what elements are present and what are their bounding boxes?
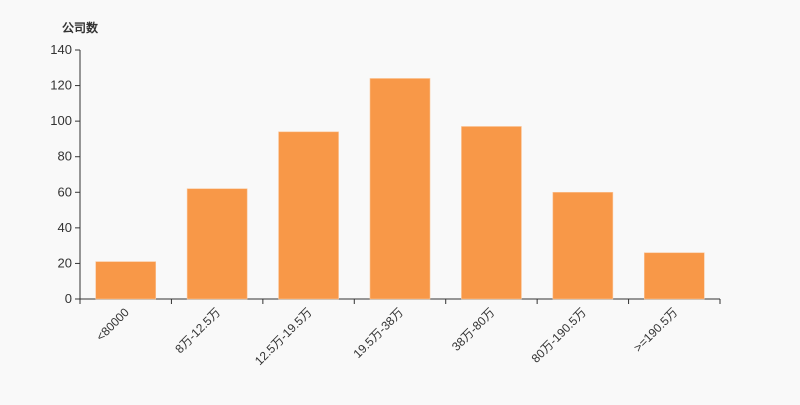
x-tick-label: 12.5万-19.5万 <box>252 305 315 368</box>
bar <box>186 188 248 300</box>
y-tick-label: 20 <box>58 255 72 270</box>
bar <box>95 261 157 300</box>
bar <box>552 191 614 300</box>
bar <box>278 131 339 300</box>
x-tick-label: <80000 <box>93 305 132 344</box>
y-tick-label: 100 <box>50 113 72 128</box>
y-tick-label: 60 <box>58 184 72 199</box>
x-tick-label: 80万-190.5万 <box>529 305 589 365</box>
bar <box>643 252 705 300</box>
bar <box>461 126 522 300</box>
x-tick-label: 38万-80万 <box>449 305 498 354</box>
y-tick-label: 140 <box>50 42 72 57</box>
y-tick-label: 0 <box>65 291 72 306</box>
y-tick-label: 40 <box>58 220 72 235</box>
x-tick-label: >=190.5万 <box>631 305 681 355</box>
x-tick-label: 19.5万-38万 <box>350 305 406 361</box>
bar <box>369 78 431 300</box>
x-tick-label: 8万-12.5万 <box>172 305 223 356</box>
y-axis-title: 公司数 <box>62 20 99 35</box>
y-tick-label: 120 <box>50 78 72 93</box>
y-tick-label: 80 <box>58 149 72 164</box>
